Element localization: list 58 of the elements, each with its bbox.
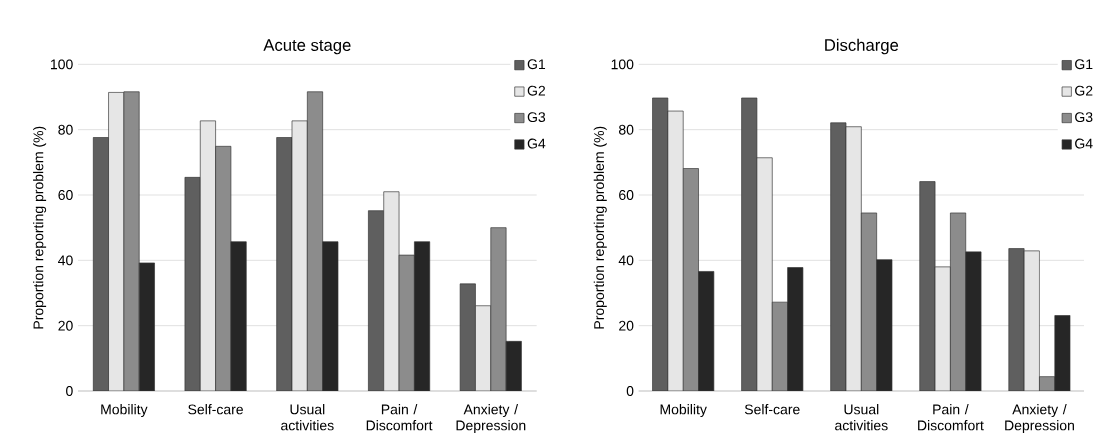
bar — [230, 241, 247, 391]
y-tick-label: 80 — [58, 124, 73, 135]
x-tick-label: Pain / Discomfort — [366, 404, 433, 431]
y-tick-label: 20 — [619, 320, 634, 331]
y-tick-label: 60 — [58, 190, 73, 200]
bar — [199, 120, 216, 391]
bar — [1054, 315, 1071, 391]
bar — [698, 271, 715, 391]
x-tick-label: Usual activities — [835, 404, 888, 431]
chart-title: Acute stage — [263, 39, 351, 55]
x-tick-label: Pain / Discomfort — [918, 404, 984, 431]
y-tick-label: 0 — [626, 386, 634, 396]
bar — [965, 251, 982, 391]
bar — [652, 97, 669, 391]
bar — [291, 120, 308, 391]
y-tick-label: 100 — [51, 59, 73, 70]
bar — [787, 267, 804, 391]
legend-label: G2 — [1075, 85, 1093, 96]
bar — [1008, 248, 1025, 391]
legend-label: G4 — [527, 138, 546, 149]
y-tick-label: 20 — [58, 320, 73, 331]
y-tick-label: 100 — [611, 59, 634, 70]
y-axis-title: Proportion reporting problem (%) — [33, 126, 47, 329]
x-tick-label: Self-care — [744, 404, 800, 415]
legend-label: G1 — [527, 59, 546, 70]
bar — [414, 241, 431, 391]
x-tick-label: Anxiety / Depression — [456, 404, 526, 434]
bar — [830, 122, 847, 391]
x-tick-label: Self-care — [188, 404, 243, 415]
legend-label: G3 — [527, 112, 546, 123]
y-tick-label: 80 — [618, 124, 634, 135]
chart-title: Discharge — [825, 38, 899, 55]
bar — [845, 126, 862, 391]
y-tick-label: 60 — [619, 190, 634, 200]
legend-label: G3 — [1075, 112, 1093, 123]
y-tick-label: 0 — [66, 386, 73, 396]
y-tick-label: 40 — [618, 255, 634, 266]
bar — [138, 262, 155, 391]
bar — [1023, 250, 1040, 391]
bar — [756, 157, 773, 391]
x-tick-label: Mobility — [101, 404, 148, 418]
legend-label: G4 — [1075, 138, 1093, 149]
legend-label: G2 — [527, 85, 546, 96]
x-tick-label: Usual activities — [281, 404, 334, 431]
bar — [108, 92, 125, 391]
bar — [667, 110, 684, 391]
bar — [876, 259, 893, 391]
bar — [919, 181, 936, 391]
bar — [383, 191, 400, 391]
x-tick-label: Mobility — [660, 404, 707, 418]
bar — [322, 241, 339, 391]
bar — [475, 305, 492, 391]
y-tick-label: 40 — [58, 255, 73, 266]
y-axis-title: Proportion reporting problem (%) — [593, 126, 607, 329]
legend-label: G1 — [1075, 59, 1093, 70]
x-tick-label: Anxiety / Depression — [1005, 404, 1074, 434]
bar — [741, 97, 758, 391]
bar — [934, 266, 951, 391]
